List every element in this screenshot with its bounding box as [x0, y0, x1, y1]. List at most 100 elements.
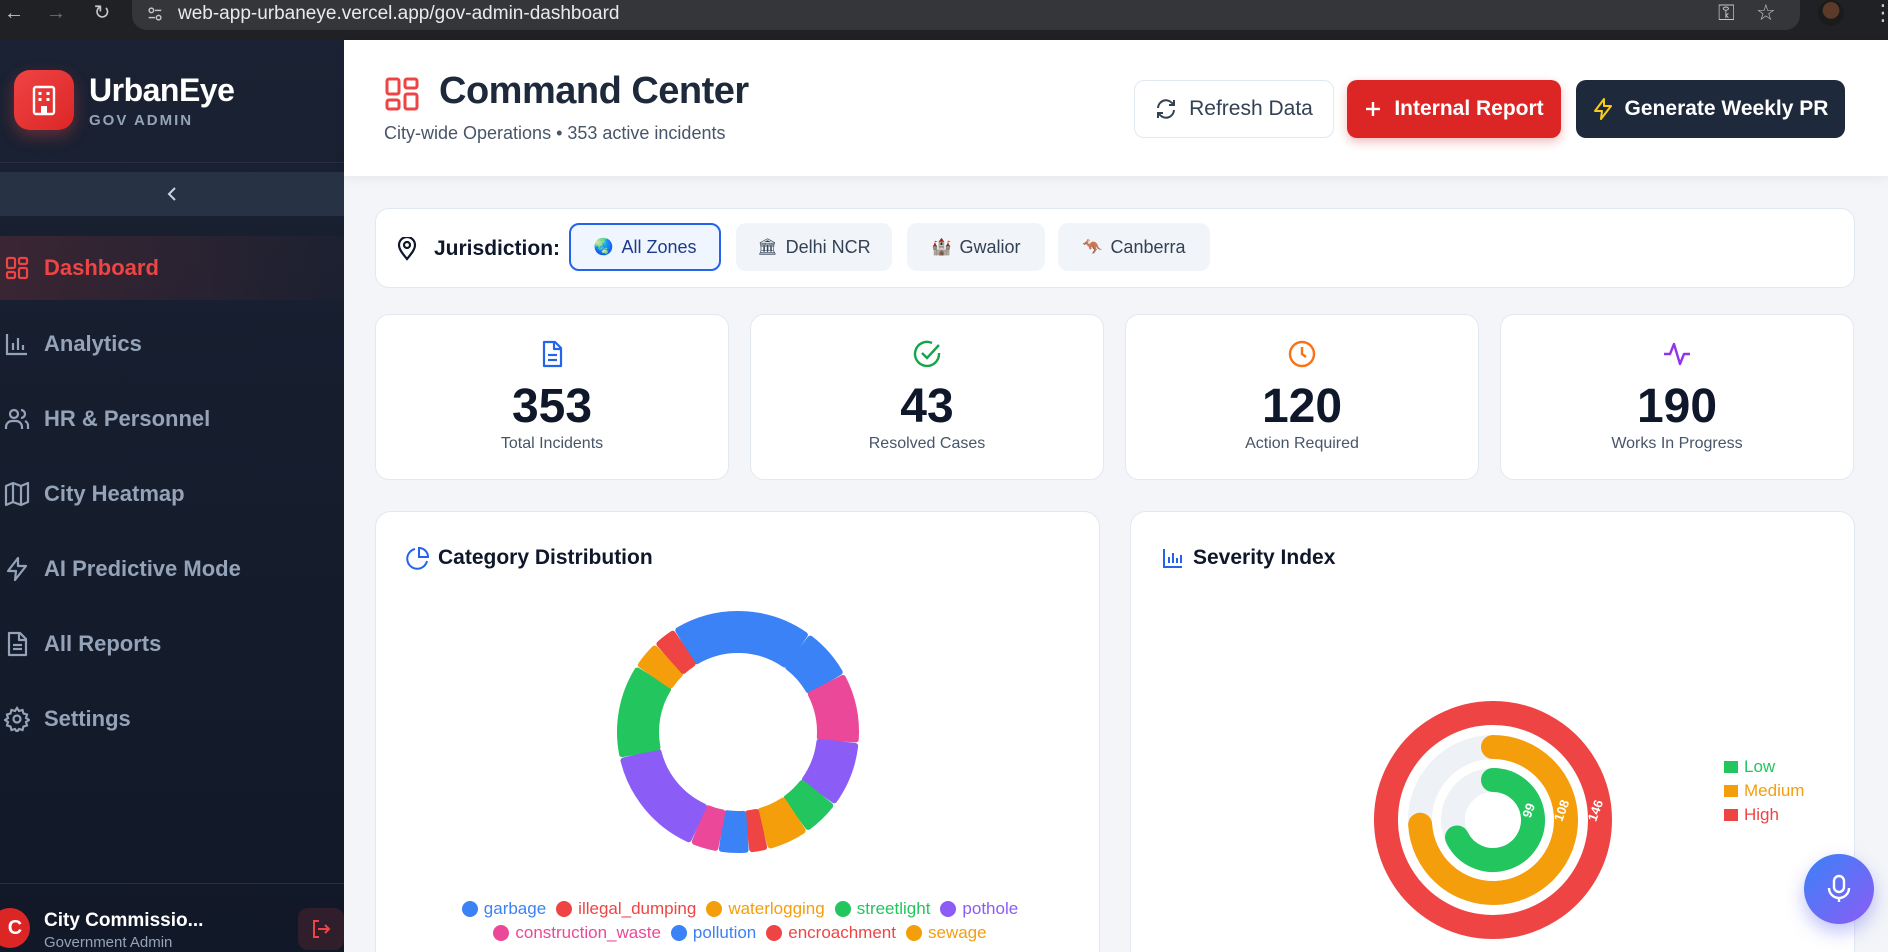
more-menu-icon[interactable]: ⋮ — [1872, 0, 1888, 25]
logout-button[interactable] — [298, 908, 344, 950]
category-donut-chart — [617, 611, 859, 853]
donut-slice-pothole[interactable] — [620, 748, 707, 843]
card-title: Severity Index — [1193, 546, 1336, 569]
site-settings-icon[interactable] — [146, 5, 164, 23]
voice-assistant-button[interactable] — [1804, 854, 1874, 924]
legend-label: encroachment — [788, 923, 896, 942]
forward-icon[interactable]: → — [46, 2, 66, 24]
legend-swatch — [940, 901, 957, 917]
gear-icon — [4, 706, 30, 732]
refresh-data-button[interactable]: Refresh Data — [1134, 80, 1334, 138]
donut-slice-encroachment[interactable] — [656, 630, 696, 674]
divider — [0, 162, 344, 163]
stat-card-works-in-progress: 190 Works In Progress — [1500, 314, 1854, 480]
sidebar-item-analytics[interactable]: Analytics — [0, 312, 344, 376]
legend-label: Medium — [1744, 781, 1805, 800]
plus-icon — [1366, 102, 1381, 116]
sidebar-item-all-reports[interactable]: All Reports — [0, 612, 344, 676]
stat-label: Action Required — [1245, 435, 1359, 452]
star-icon[interactable]: ☆ — [1756, 0, 1776, 25]
donut-slice-waterlogging[interactable] — [757, 797, 806, 849]
legend-item-garbage[interactable]: garbage — [461, 899, 546, 919]
legend-swatch — [1724, 809, 1738, 821]
stat-label: Resolved Cases — [868, 435, 986, 452]
bolt-icon — [1593, 98, 1612, 120]
brand-name: UrbanEye — [89, 72, 235, 108]
legend-item-low[interactable]: Low — [1724, 755, 1804, 779]
key-icon[interactable]: ⚿ — [1718, 0, 1735, 25]
internal-report-button[interactable]: Internal Report — [1347, 80, 1561, 138]
legend-item-streetlight[interactable]: streetlight — [834, 899, 931, 919]
legend-label: illegal_dumping — [578, 899, 697, 918]
user-role: Government Admin — [44, 934, 173, 951]
pie-chart-icon — [406, 546, 430, 570]
severity-radial-chart: 99 108 146 — [1374, 701, 1612, 939]
legend-item-sewage[interactable]: sewage — [905, 923, 987, 943]
donut-slice-pothole[interactable] — [801, 738, 859, 804]
legend-item-illegal-dumping[interactable]: illegal_dumping — [556, 899, 696, 919]
legend-swatch — [834, 901, 851, 917]
legend-item-encroachment[interactable]: encroachment — [766, 923, 896, 943]
donut-slice-construction-waste[interactable] — [807, 674, 859, 743]
sidebar-item-label: HR & Personnel — [44, 406, 211, 431]
donut-slice-streetlight[interactable] — [783, 780, 834, 830]
address-bar[interactable] — [132, 0, 1800, 30]
zone-label: All Zones — [621, 236, 697, 257]
radial-bar-low[interactable] — [1445, 768, 1545, 872]
sidebar-item-label: AI Predictive Mode — [44, 556, 241, 581]
bar-chart-icon — [5, 334, 27, 356]
legend-swatch — [1724, 785, 1738, 797]
stat-card-resolved-cases: 43 Resolved Cases — [750, 314, 1104, 480]
sidebar-item-label: Dashboard — [44, 255, 159, 280]
profile-avatar[interactable] — [1818, 0, 1844, 26]
sidebar-item-ai-predictive-mode[interactable]: AI Predictive Mode — [0, 537, 344, 601]
brand-subtitle: GOV ADMIN — [89, 112, 194, 129]
donut-slice-streetlight[interactable] — [617, 667, 672, 758]
map-icon — [4, 481, 30, 507]
legend-item-construction-waste[interactable]: construction_waste — [493, 923, 661, 943]
donut-slice-illegal-dumping[interactable] — [744, 808, 768, 853]
radial-value-label: 108 — [1551, 798, 1573, 824]
chevron-left-icon — [167, 187, 176, 201]
stat-card-action-required: 120 Action Required — [1125, 314, 1479, 480]
collapse-sidebar-button[interactable] — [0, 172, 344, 216]
zone-all-zones[interactable]: 🌏 All Zones — [569, 223, 721, 271]
radial-bar-medium[interactable] — [1408, 735, 1578, 905]
reload-icon[interactable]: ↻ — [93, 2, 111, 24]
sidebar-item-settings[interactable]: Settings — [0, 687, 344, 751]
zone-gwalior[interactable]: 🏰 Gwalior — [907, 223, 1045, 271]
chart-legend: Low Medium High — [1724, 755, 1804, 827]
legend-item-medium[interactable]: Medium — [1724, 779, 1804, 803]
sidebar-item-label: City Heatmap — [44, 481, 185, 506]
landmark-icon: 🏛 — [757, 239, 778, 256]
back-icon[interactable]: ← — [4, 2, 24, 24]
document-icon — [542, 340, 563, 368]
donut-slice-waterlogging[interactable] — [637, 645, 684, 689]
zone-delhi-ncr[interactable]: 🏛 Delhi NCR — [736, 223, 892, 271]
sidebar-item-dashboard[interactable]: Dashboard — [0, 236, 344, 300]
sidebar-item-city-heatmap[interactable]: City Heatmap — [0, 462, 344, 526]
donut-slice-construction-waste[interactable] — [691, 805, 726, 851]
legend-item-high[interactable]: High — [1724, 803, 1804, 827]
refresh-icon — [1157, 99, 1176, 119]
legend-item-pothole[interactable]: pothole — [940, 899, 1018, 919]
url-text[interactable]: web-app-urbaneye.vercel.app/gov-admin-da… — [178, 3, 620, 24]
bar-chart-icon — [1163, 549, 1182, 568]
sidebar-item-hr-personnel[interactable]: HR & Personnel — [0, 387, 344, 451]
legend-label: pothole — [962, 899, 1019, 918]
legend-item-pollution[interactable]: pollution — [670, 923, 756, 943]
radial-value-label: 99 — [1519, 801, 1538, 820]
stat-card-total-incidents: 353 Total Incidents — [375, 314, 729, 480]
divider — [0, 883, 344, 884]
globe-icon: 🌏 — [593, 239, 614, 256]
donut-slice-pollution[interactable] — [718, 810, 749, 853]
legend-label: streetlight — [856, 899, 931, 918]
donut-slice-garbage[interactable] — [675, 611, 808, 668]
internal-report-label: Internal Report — [1394, 97, 1544, 120]
generate-weekly-pr-button[interactable]: Generate Weekly PR — [1576, 80, 1845, 138]
legend-item-waterlogging[interactable]: waterlogging — [706, 899, 825, 919]
radial-value-label: 146 — [1585, 798, 1607, 824]
donut-slice-garbage[interactable] — [785, 635, 843, 694]
radial-bar-high[interactable] — [1374, 701, 1612, 939]
zone-canberra[interactable]: 🦘 Canberra — [1058, 223, 1210, 271]
